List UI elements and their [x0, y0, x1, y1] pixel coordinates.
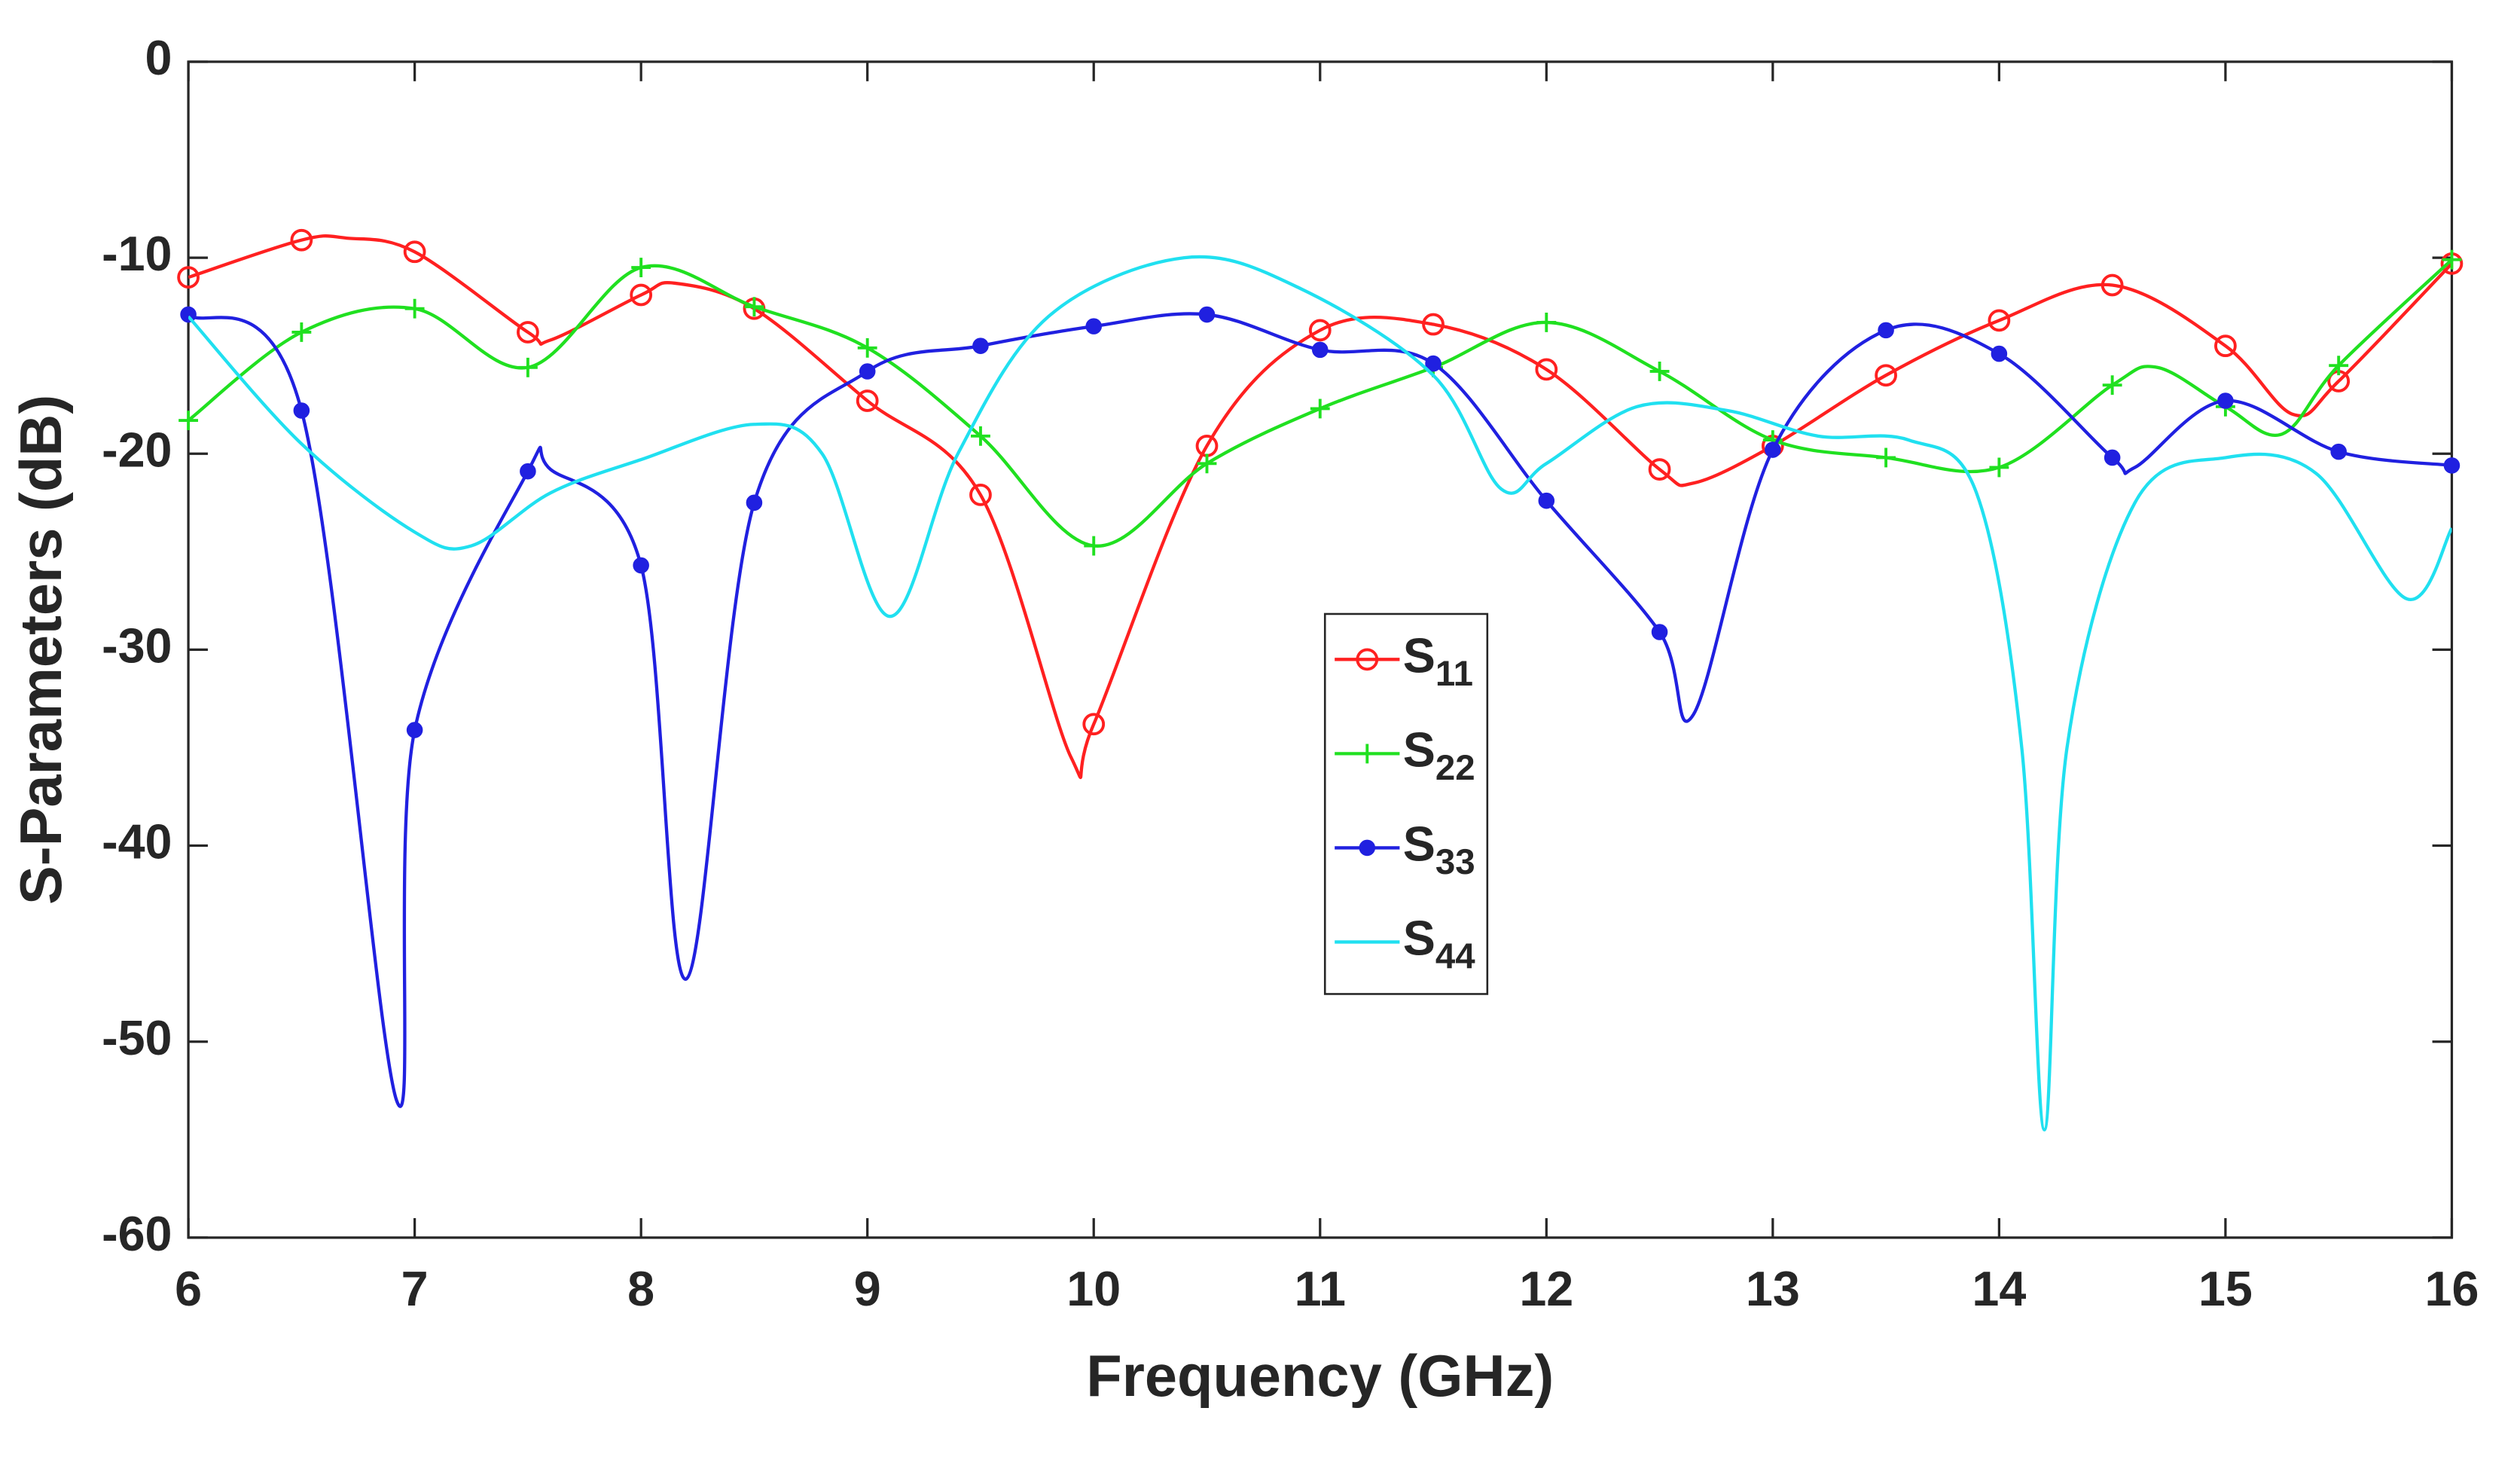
- marker: [1991, 345, 2008, 362]
- x-tick-label: 8: [627, 1261, 654, 1316]
- marker: [744, 297, 764, 317]
- y-axis-label: S-Parameters (dB): [9, 395, 74, 905]
- x-tick-label: 10: [1066, 1261, 1121, 1316]
- marker: [2329, 356, 2349, 376]
- x-tick-label: 11: [1295, 1261, 1346, 1316]
- marker: [1085, 318, 1103, 334]
- marker: [1422, 313, 1445, 336]
- marker: [631, 258, 651, 278]
- marker: [1538, 492, 1555, 509]
- marker: [633, 557, 649, 574]
- marker: [1082, 713, 1106, 736]
- plot-frame: [187, 60, 2454, 1239]
- marker: [517, 321, 539, 344]
- legend-marker: [1357, 744, 1377, 764]
- x-tick-label: 16: [2424, 1261, 2479, 1316]
- marker: [1876, 447, 1896, 468]
- legend-label: S22: [1403, 722, 1475, 787]
- legend-marker: [1359, 839, 1376, 857]
- marker: [1198, 306, 1216, 323]
- marker: [1084, 536, 1104, 556]
- y-tick-label: -40: [102, 814, 172, 869]
- marker: [291, 322, 312, 342]
- y-tick-label: -50: [102, 1010, 172, 1065]
- marker: [520, 463, 536, 480]
- marker: [290, 228, 313, 252]
- marker: [178, 411, 199, 430]
- legend: S11 S22 S33 S44: [1323, 612, 1489, 995]
- marker: [1311, 341, 1329, 359]
- series-line: [188, 258, 2452, 548]
- marker: [1878, 322, 1894, 339]
- marker: [1535, 358, 1558, 381]
- y-tick-label: -10: [102, 226, 172, 281]
- legend-label: S44: [1403, 911, 1476, 976]
- y-tick-label: -60: [102, 1206, 172, 1261]
- marker: [1425, 355, 1442, 372]
- marker: [403, 240, 426, 264]
- marker: [1648, 458, 1671, 481]
- x-tick-label: 15: [2198, 1261, 2253, 1316]
- marker: [856, 389, 879, 412]
- marker: [2214, 334, 2237, 358]
- marker: [293, 402, 310, 419]
- marker: [1988, 309, 2011, 332]
- x-axis-label: Frequency (GHz): [1086, 1344, 1554, 1409]
- series-line: [188, 255, 2452, 1132]
- marker: [177, 266, 200, 289]
- marker: [1310, 399, 1330, 419]
- marker: [2101, 273, 2124, 297]
- marker: [2102, 375, 2122, 396]
- marker: [857, 337, 877, 358]
- marker: [406, 722, 423, 738]
- y-tick-label: 0: [145, 30, 172, 85]
- series-line: [188, 312, 2452, 1108]
- series-line: [188, 234, 2452, 780]
- x-tick-label: 14: [1972, 1261, 2026, 1316]
- marker: [2330, 443, 2347, 460]
- marker: [1536, 313, 1557, 332]
- marker: [1308, 319, 1332, 342]
- legend-label: S11: [1403, 628, 1473, 693]
- marker: [2217, 392, 2234, 409]
- marker: [1197, 454, 1217, 474]
- marker: [971, 426, 990, 446]
- x-tick-label: 6: [175, 1261, 202, 1316]
- marker: [1651, 624, 1668, 640]
- marker: [972, 337, 989, 354]
- y-tick-label: -30: [102, 618, 172, 673]
- legend-marker: [1356, 648, 1379, 671]
- marker: [2442, 249, 2462, 270]
- marker: [630, 283, 653, 307]
- legend-label: S33: [1403, 817, 1475, 882]
- x-tick-label: 7: [401, 1261, 429, 1316]
- marker: [2104, 449, 2121, 466]
- y-tick-label: -20: [102, 422, 172, 477]
- x-tick-label: 13: [1746, 1261, 1800, 1316]
- marker: [180, 306, 197, 323]
- marker: [1875, 364, 1897, 387]
- marker: [2443, 457, 2461, 474]
- marker: [1765, 441, 1781, 458]
- marker: [404, 298, 425, 319]
- marker: [1649, 362, 1670, 381]
- marker: [969, 484, 992, 506]
- marker: [1989, 457, 2009, 478]
- legend-box: [1323, 612, 1489, 995]
- marker: [746, 494, 763, 512]
- x-tick-label: 9: [854, 1261, 881, 1316]
- marker: [517, 357, 538, 377]
- marker: [859, 363, 876, 380]
- x-tick-label: 12: [1519, 1261, 1573, 1316]
